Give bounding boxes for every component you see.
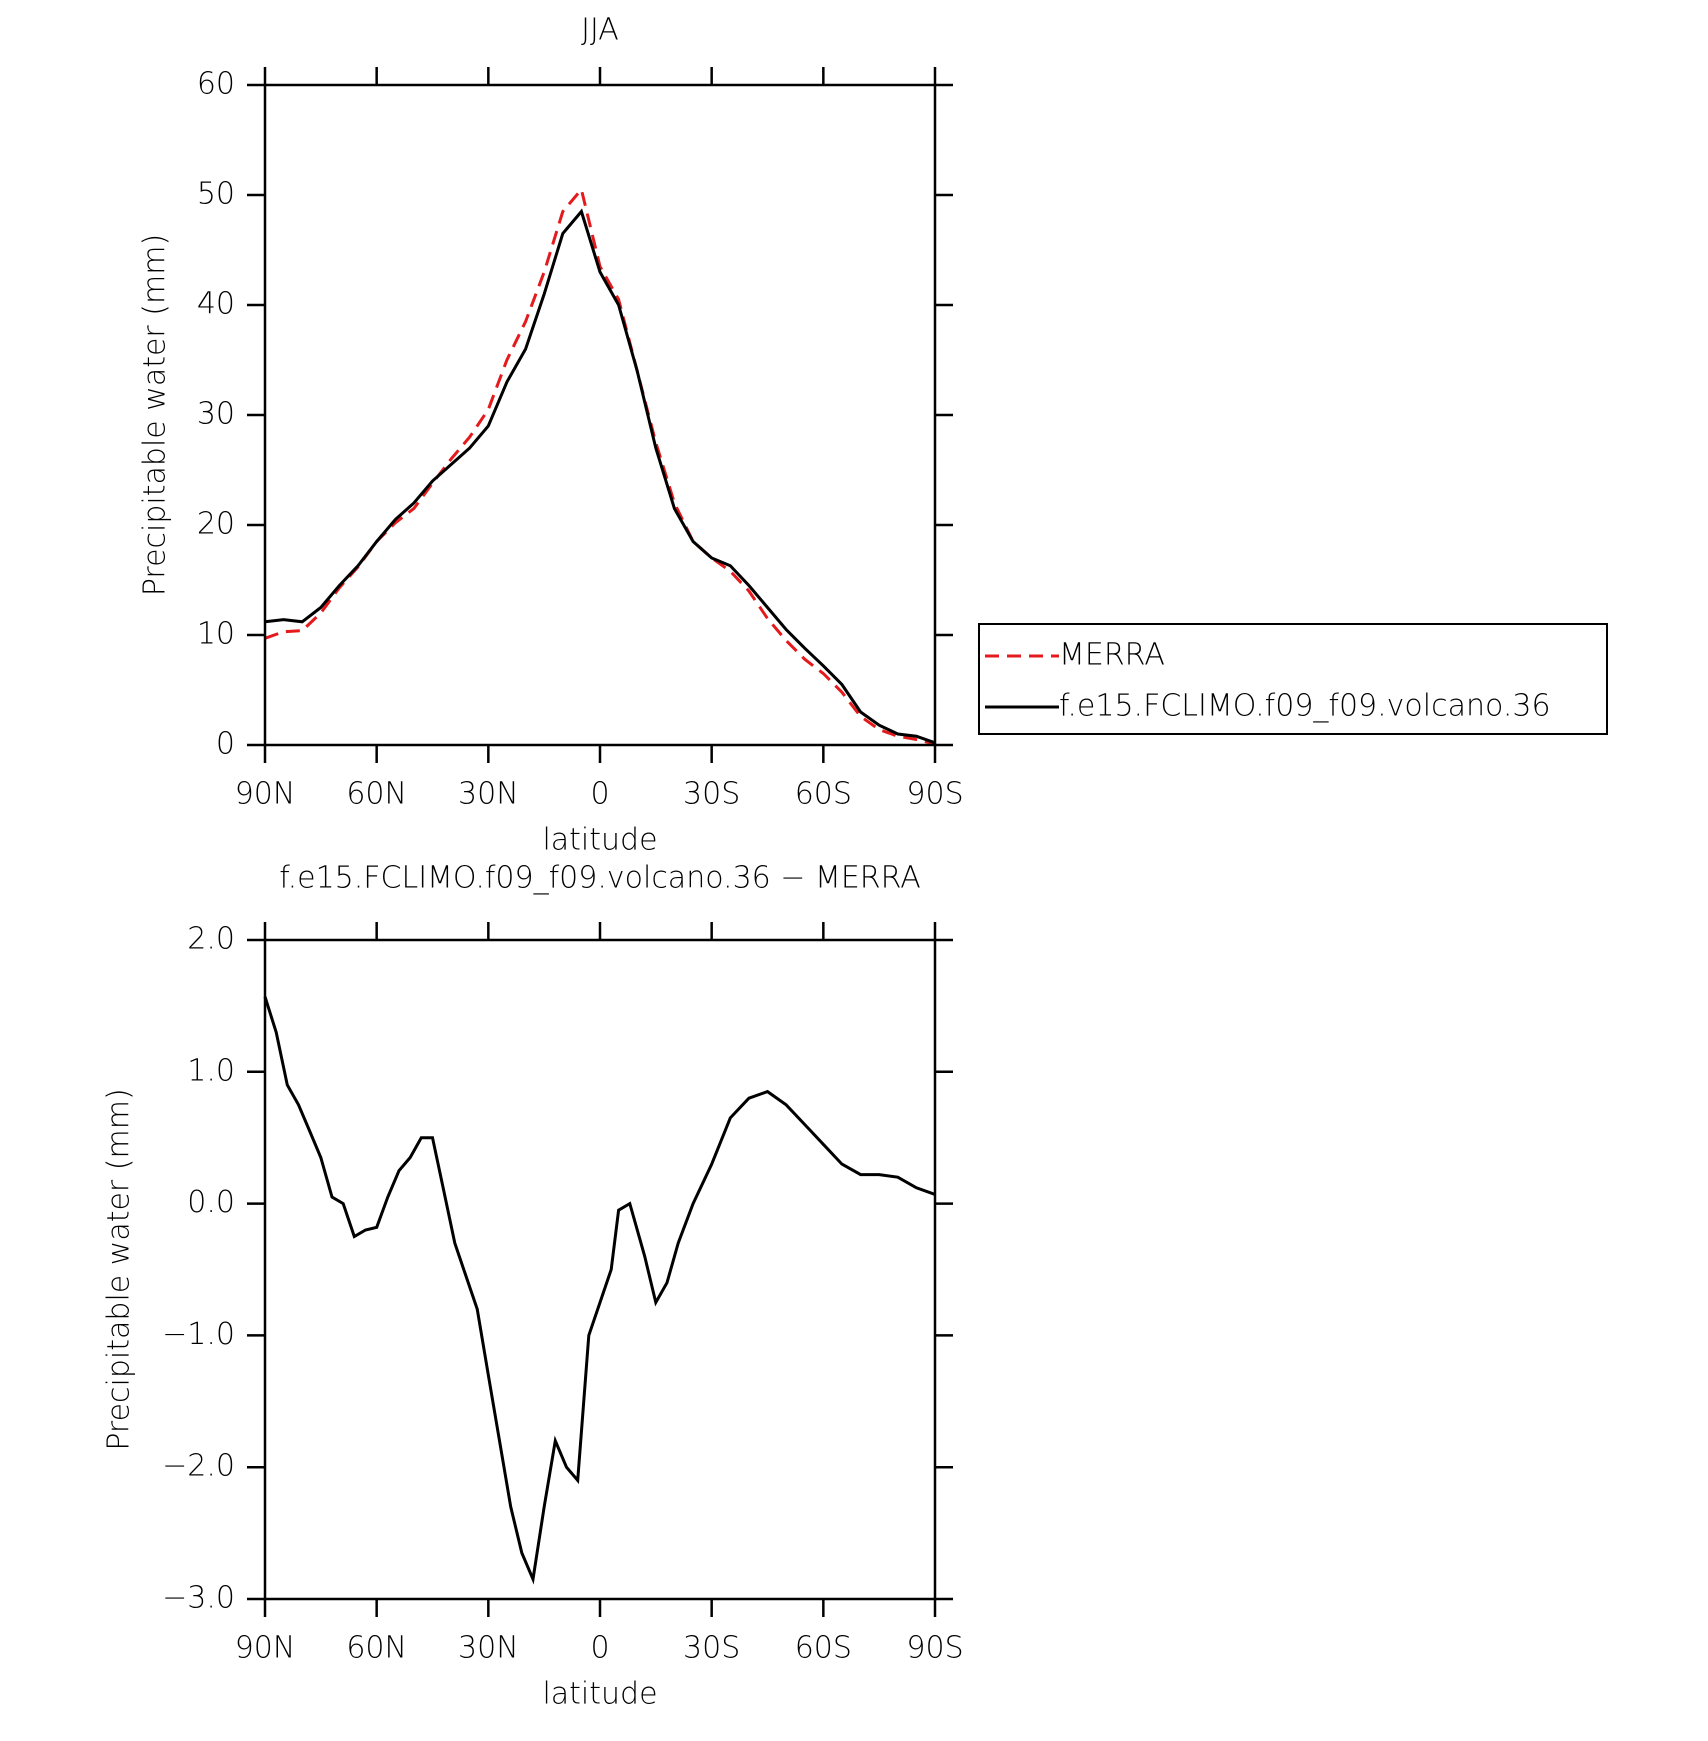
y-tick-label: 30 (197, 397, 235, 432)
x-axis-label: latitude (542, 823, 657, 858)
legend-label: MERRA (1059, 638, 1165, 673)
y-axis-label: Precipitable water (mm) (138, 234, 173, 596)
line-series (264, 208, 936, 745)
x-tick-label: 60S (795, 1631, 852, 1666)
y-tick-label: 10 (197, 617, 235, 652)
y-tick-label: 40 (197, 287, 235, 322)
y-tick-label: 1.0 (187, 1053, 235, 1088)
x-tick-label: 90S (906, 1631, 963, 1666)
y-tick-label: −2.0 (162, 1449, 235, 1484)
y-tick-label: 60 (197, 67, 235, 102)
x-tick-label: 90N (235, 1631, 296, 1666)
plot-frame (263, 83, 937, 747)
x-tick-label: 60N (346, 777, 407, 812)
x-axis-label: latitude (542, 1677, 657, 1712)
y-tick-label: 20 (197, 507, 235, 542)
plot-frame (263, 938, 937, 1601)
x-tick-label: 30N (458, 1631, 519, 1666)
y-tick-label: 50 (197, 177, 235, 212)
legend-box (978, 623, 1608, 735)
x-tick-label: 30S (683, 1631, 740, 1666)
chart-title: f.e15.FCLIMO.f09_f09.volcano.36 − MERRA (279, 861, 921, 896)
x-tick-label: 0 (590, 1631, 609, 1666)
x-tick-label: 60S (795, 777, 852, 812)
x-tick-label: 30N (458, 777, 519, 812)
x-tick-label: 90S (906, 777, 963, 812)
x-tick-label: 90N (235, 777, 296, 812)
x-tick-label: 30S (683, 777, 740, 812)
y-tick-label: −3.0 (162, 1581, 235, 1616)
x-tick-label: 60N (346, 1631, 407, 1666)
y-tick-label: 2.0 (187, 922, 235, 957)
y-axis-label: Precipitable water (mm) (102, 1088, 137, 1450)
chart-title: JJA (581, 13, 619, 48)
y-tick-label: −1.0 (162, 1317, 235, 1352)
x-tick-label: 0 (590, 777, 609, 812)
y-tick-label: 0.0 (187, 1185, 235, 1220)
legend-label: f.e15.FCLIMO.f09_f09.volcano.36 (1059, 689, 1551, 724)
line-series (263, 996, 936, 1585)
y-tick-label: 0 (216, 727, 235, 762)
